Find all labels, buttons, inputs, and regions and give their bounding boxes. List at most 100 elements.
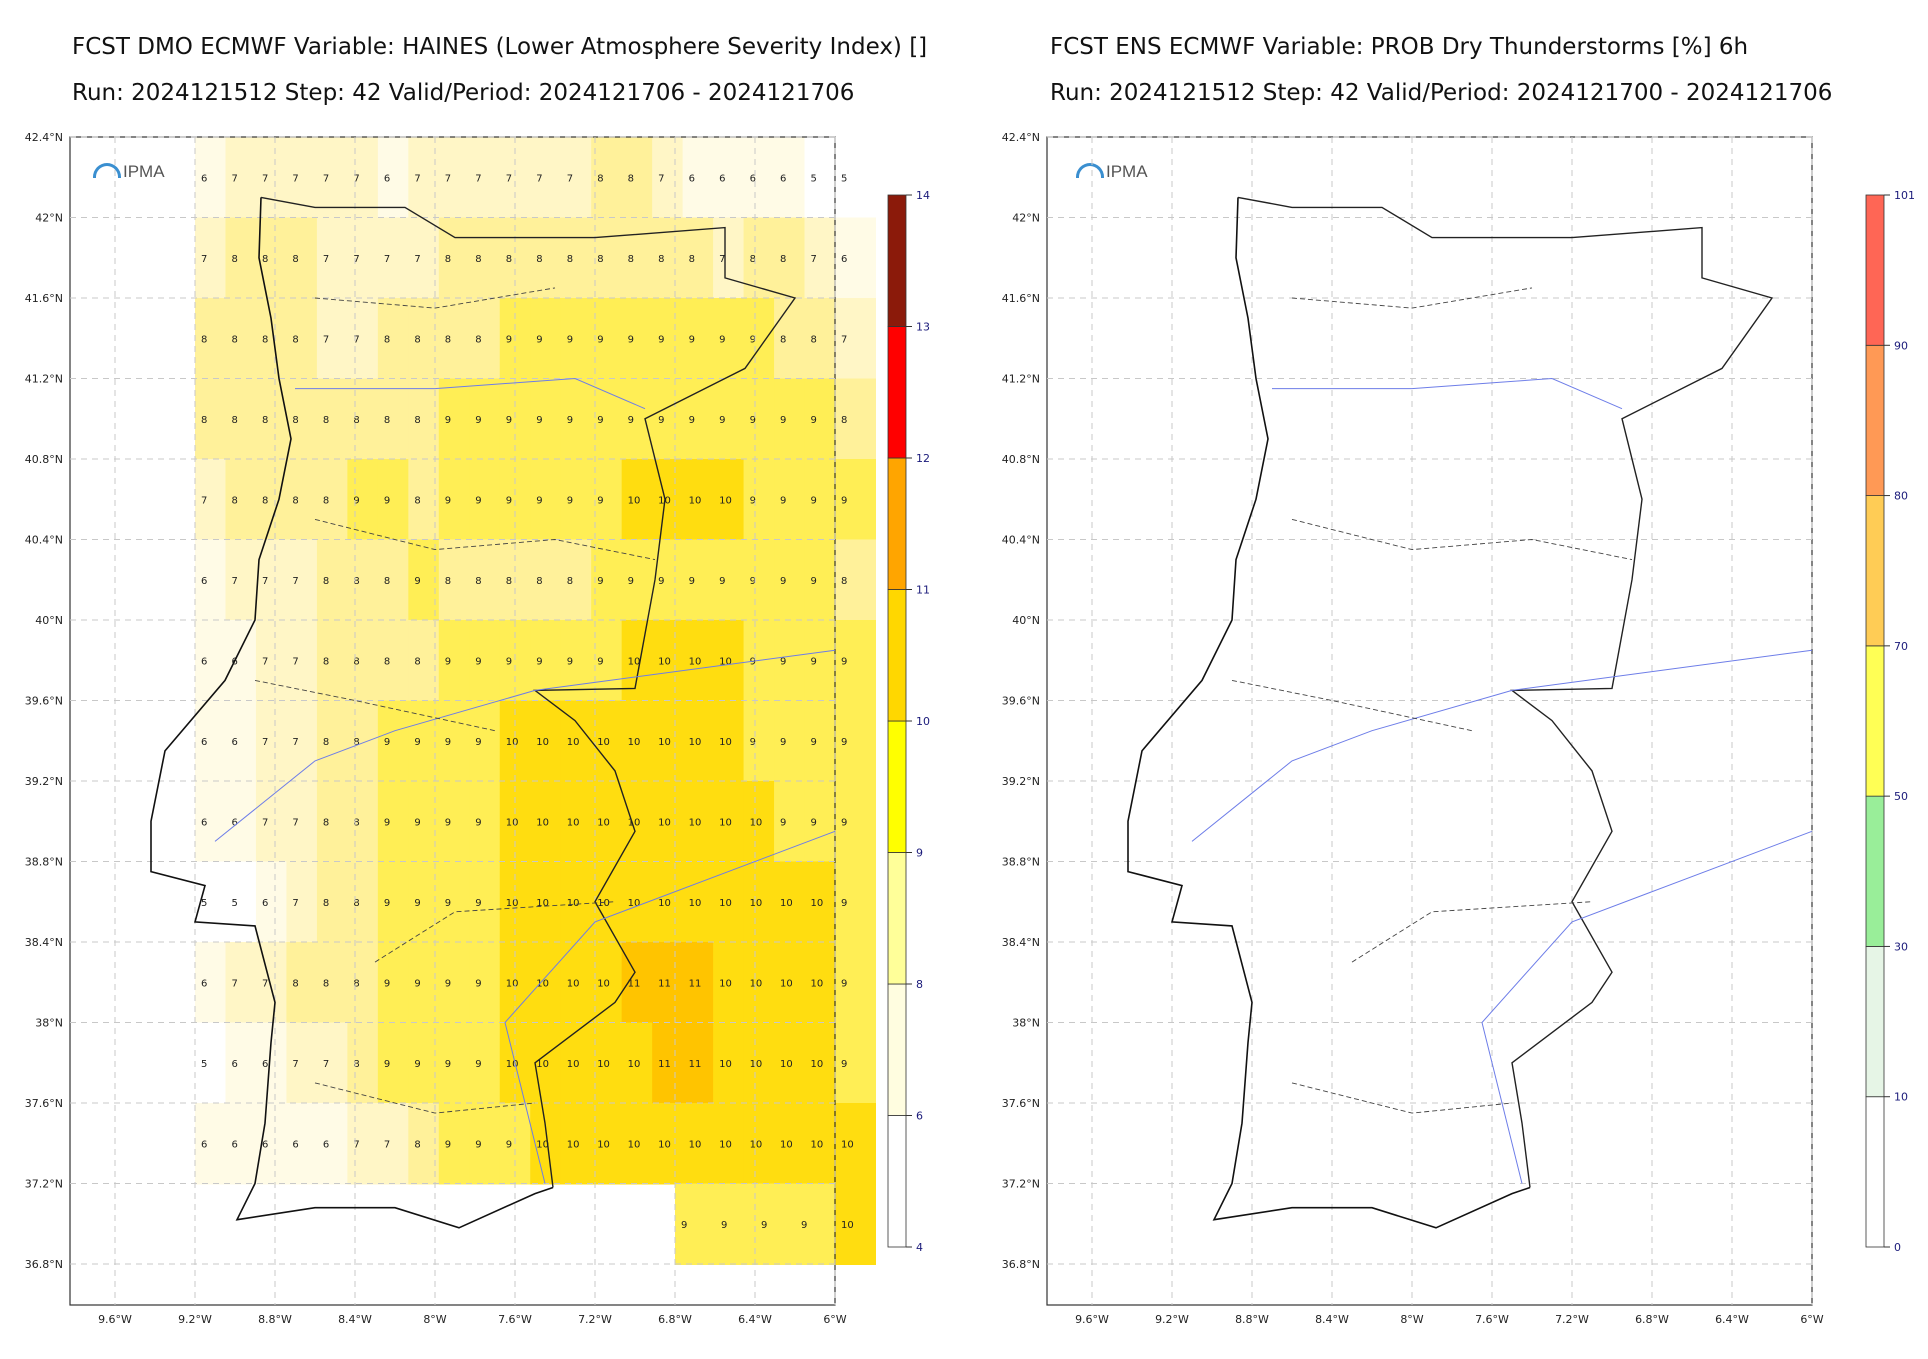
lat-label: 41.6°N (25, 292, 63, 305)
haines-value-label: 10 (750, 978, 763, 989)
haines-value-label: 8 (445, 334, 451, 345)
colorbar-segment (887, 983, 907, 1116)
colorbar-tick-label: 50 (1894, 790, 1908, 803)
haines-value-label: 6 (201, 576, 207, 587)
haines-value-label: 9 (811, 737, 817, 748)
haines-value-label: 8 (597, 173, 603, 184)
haines-value-label: 9 (719, 576, 725, 587)
haines-value-label: 9 (414, 737, 420, 748)
haines-value-label: 10 (536, 737, 549, 748)
haines-value-label: 5 (841, 173, 847, 184)
haines-value-label: 7 (536, 173, 542, 184)
lat-label: 42°N (35, 212, 63, 225)
haines-value-label: 9 (414, 817, 420, 828)
haines-value-label: 6 (689, 173, 695, 184)
haines-value-label: 8 (445, 576, 451, 587)
haines-value-label: 6 (780, 173, 786, 184)
haines-value-label: 8 (323, 898, 329, 909)
haines-value-label: 9 (811, 415, 817, 426)
haines-value-label: 7 (231, 173, 237, 184)
haines-value-label: 9 (597, 334, 603, 345)
haines-value-label: 7 (719, 254, 725, 265)
haines-value-label: 9 (475, 737, 481, 748)
haines-value-label: 9 (475, 415, 481, 426)
right-title-line1: FCST ENS ECMWF Variable: PROB Dry Thunde… (1050, 34, 1749, 60)
haines-value-label: 10 (506, 817, 519, 828)
lat-label: 39.6°N (1002, 695, 1040, 708)
haines-value-label: 9 (353, 495, 359, 506)
haines-value-label: 9 (841, 737, 847, 748)
haines-value-label: 9 (384, 817, 390, 828)
right-title-line2: Run: 2024121512 Step: 42 Valid/Period: 2… (1050, 80, 1833, 106)
haines-value-label: 7 (201, 254, 207, 265)
colorbar-tick-label: 30 (1894, 940, 1908, 953)
colorbar-tick-label: 0 (1894, 1241, 1901, 1254)
haines-value-label: 10 (597, 817, 610, 828)
district-boundary (314, 287, 556, 309)
haines-value-label: 10 (689, 1139, 702, 1150)
left-title-line2: Run: 2024121512 Step: 42 Valid/Period: 2… (72, 80, 855, 106)
lat-label: 36.8°N (1002, 1258, 1040, 1271)
haines-value-label: 7 (262, 656, 268, 667)
lon-label: 8°W (423, 1313, 446, 1326)
colorbar-tick-label: 14 (916, 189, 930, 202)
haines-value-label: 9 (475, 898, 481, 909)
haines-value-label: 8 (262, 334, 268, 345)
river-line (295, 377, 646, 410)
district-boundary (254, 679, 496, 732)
haines-value-label: 9 (597, 576, 603, 587)
haines-value-label: 8 (506, 254, 512, 265)
haines-cell (835, 1183, 876, 1265)
haines-value-label: 7 (384, 1139, 390, 1150)
haines-value-label: 9 (780, 737, 786, 748)
haines-value-label: 9 (536, 656, 542, 667)
colorbar-segment (1865, 1096, 1885, 1248)
haines-cell (835, 459, 876, 541)
haines-value-label: 10 (719, 898, 732, 909)
haines-value-label: 9 (811, 495, 817, 506)
haines-value-label: 9 (445, 656, 451, 667)
haines-value-label: 9 (384, 737, 390, 748)
haines-value-label: 9 (689, 576, 695, 587)
haines-value-label: 9 (681, 1220, 687, 1231)
haines-value-label: 9 (567, 495, 573, 506)
district-boundary (1231, 679, 1473, 732)
haines-value-label: 9 (721, 1220, 727, 1231)
haines-value-label: 7 (323, 173, 329, 184)
lat-label: 37.6°N (1002, 1097, 1040, 1110)
lon-label: 6.8°W (658, 1313, 692, 1326)
haines-value-label: 10 (750, 1139, 763, 1150)
colorbar-segment (887, 589, 907, 722)
haines-value-label: 9 (811, 576, 817, 587)
haines-value-label: 7 (292, 1059, 298, 1070)
haines-value-label: 6 (231, 817, 237, 828)
colorbar-segment (1865, 495, 1885, 647)
haines-value-label: 10 (567, 817, 580, 828)
lat-label: 38.4°N (25, 936, 63, 949)
district-boundary (1291, 287, 1533, 309)
haines-value-label: 10 (658, 817, 671, 828)
haines-value-label: 8 (292, 495, 298, 506)
haines-value-label: 9 (384, 1059, 390, 1070)
haines-value-label: 10 (780, 978, 793, 989)
haines-value-label: 9 (506, 415, 512, 426)
river-line (1191, 649, 1813, 842)
haines-value-label: 7 (658, 173, 664, 184)
haines-value-label: 7 (231, 576, 237, 587)
colorbar-segment (1865, 194, 1885, 346)
haines-value-label: 9 (750, 334, 756, 345)
haines-value-label: 9 (536, 495, 542, 506)
haines-value-label: 10 (536, 817, 549, 828)
lon-label: 6.4°W (738, 1313, 772, 1326)
colorbar-segment (887, 194, 907, 327)
haines-value-label: 9 (475, 817, 481, 828)
colorbar-tick-label: 9 (916, 847, 923, 860)
haines-value-label: 8 (262, 495, 268, 506)
haines-value-label: 9 (445, 817, 451, 828)
haines-value-label: 7 (353, 254, 359, 265)
haines-value-label: 7 (262, 737, 268, 748)
colorbar-segment (1865, 795, 1885, 947)
national-border (260, 196, 797, 1188)
haines-value-label: 10 (811, 1139, 824, 1150)
haines-value-label: 8 (292, 415, 298, 426)
